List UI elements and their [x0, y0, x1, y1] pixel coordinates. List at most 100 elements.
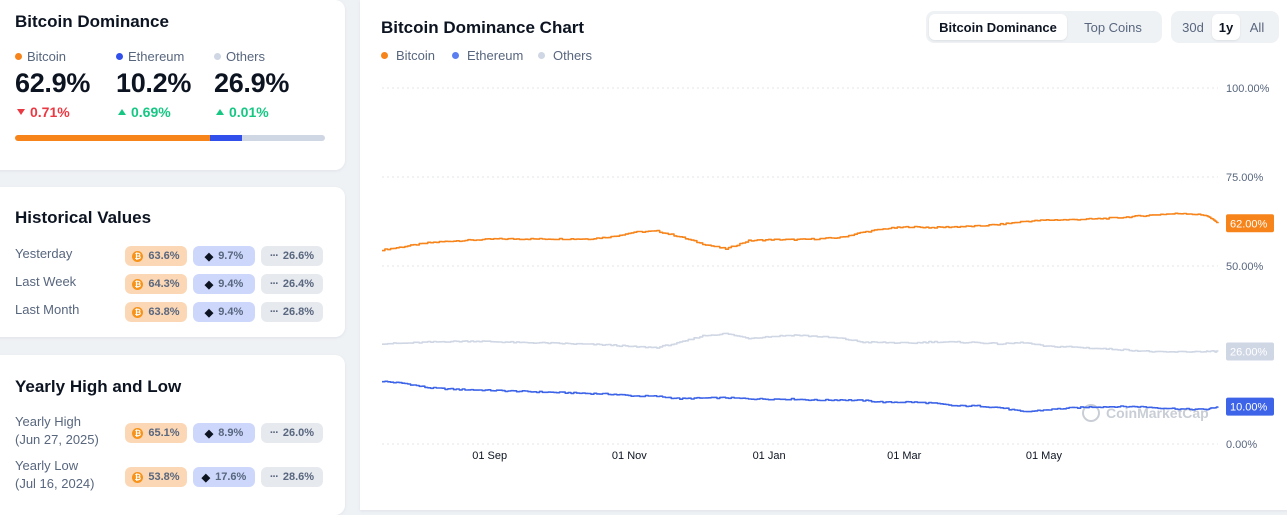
bitcoin-change-value: 0.71% [30, 104, 70, 120]
y-tick-label: 100.00% [1226, 83, 1270, 95]
pill-value: 28.6% [282, 471, 315, 483]
ethereum-share-segment [209, 135, 242, 141]
caret-up-icon [118, 109, 126, 115]
x-tick-label: 01 Nov [612, 450, 647, 462]
chart-legend-others[interactable]: Others [538, 48, 592, 63]
ethereum-dot-icon [452, 52, 459, 59]
ethereum-dot-icon [116, 53, 123, 60]
caret-up-icon [216, 109, 224, 115]
y-tick-label: 75.00% [1226, 172, 1264, 184]
yearly-btc-pill: ₿ 53.8% [125, 467, 187, 487]
tab-bitcoin-dominance[interactable]: Bitcoin Dominance [929, 14, 1067, 40]
ethereum-dominance-value: 10.2% [116, 68, 192, 98]
pill-value: 8.9% [218, 427, 244, 439]
last-value-label: 26.00% [1230, 346, 1268, 358]
series-line-ethereum [382, 380, 1219, 413]
bitcoin-coin-icon: ₿ [132, 278, 144, 290]
last-value-tag-bitcoin [1226, 214, 1274, 233]
legend-ethereum: Ethereum [116, 49, 184, 64]
pill-value: 64.3% [148, 278, 180, 290]
x-tick-label: 01 May [1026, 450, 1063, 462]
historical-others-pill: ··· 26.8% [261, 302, 323, 322]
pill-value: 53.8% [148, 471, 180, 483]
range-all[interactable]: All [1240, 14, 1274, 40]
yearly-title: Yearly High and Low [15, 377, 182, 396]
historical-eth-pill: ◆ 9.4% [193, 274, 255, 294]
more-dots-icon: ··· [269, 427, 279, 439]
x-tick-label: 01 Mar [887, 450, 922, 462]
last-value-label: 10.00% [1230, 402, 1268, 414]
chart-legend-ethereum-label: Ethereum [467, 48, 524, 63]
series-line-bitcoin [382, 212, 1219, 252]
tab-top-coins[interactable]: Top Coins [1067, 14, 1159, 40]
range-1y[interactable]: 1y [1212, 14, 1240, 40]
legend-ethereum-label: Ethereum [128, 49, 185, 64]
legend-others: Others [214, 49, 265, 64]
y-tick-label: 50.00% [1226, 261, 1264, 273]
historical-others-pill: ··· 26.6% [261, 246, 323, 266]
last-value-tag-others [1226, 342, 1274, 361]
dominance-line-chart[interactable]: 100.00% 75.00% 50.00% 0.00% 01 Sep 01 Nov 01 J… [360, 0, 1287, 498]
pill-value: 26.6% [282, 250, 315, 262]
chart-legend-bitcoin[interactable]: Bitcoin [381, 48, 435, 63]
yearly-others-pill: ··· 26.0% [261, 423, 323, 443]
bitcoin-change: 0.71% [17, 104, 70, 120]
more-dots-icon: ··· [269, 306, 279, 318]
others-share-segment [241, 135, 325, 141]
pill-value: 26.4% [282, 278, 315, 290]
more-dots-icon: ··· [269, 471, 279, 483]
historical-eth-pill: ◆ 9.4% [193, 302, 255, 322]
pill-value: 26.8% [282, 306, 315, 318]
series-line-others [382, 332, 1219, 353]
dominance-title: Bitcoin Dominance [15, 12, 169, 31]
ethereum-change-value: 0.69% [131, 104, 171, 120]
chart-legend-ethereum[interactable]: Ethereum [452, 48, 523, 63]
legend-others-label: Others [226, 49, 266, 64]
pill-value: 9.4% [218, 278, 244, 290]
chart-title: Bitcoin Dominance Chart [381, 18, 585, 37]
historical-label-yesterday: Yesterday [15, 246, 73, 261]
pill-value: 63.6% [148, 250, 180, 262]
bitcoin-coin-icon: ₿ [132, 250, 144, 262]
legend-bitcoin-label: Bitcoin [27, 49, 67, 64]
more-dots-icon: ··· [269, 250, 279, 262]
last-value-tag-ethereum [1226, 397, 1274, 416]
ethereum-diamond-icon: ◆ [204, 278, 214, 291]
yearly-btc-pill: ₿ 65.1% [125, 423, 187, 443]
coinmarketcap-logo-icon [1082, 404, 1100, 422]
others-change-value: 0.01% [229, 104, 269, 120]
yearly-eth-pill: ◆ 8.9% [193, 423, 255, 443]
y-tick-label: 0.00% [1226, 439, 1257, 451]
chart-legend-bitcoin-label: Bitcoin [396, 48, 436, 63]
yearly-high-text: Yearly High [15, 414, 82, 429]
historical-label-last-month: Last Month [15, 302, 80, 317]
x-tick-label: 01 Jan [753, 450, 786, 462]
more-dots-icon: ··· [269, 278, 279, 290]
ethereum-diamond-icon: ◆ [201, 471, 211, 484]
view-toggle: Bitcoin Dominance Top Coins [926, 11, 1162, 43]
others-dot-icon [214, 53, 221, 60]
others-dot-icon [538, 52, 545, 59]
pill-value: 9.7% [218, 250, 244, 262]
yearly-eth-pill: ◆ 17.6% [193, 467, 255, 487]
historical-label-last-week: Last Week [15, 274, 77, 289]
historical-btc-pill: ₿ 63.6% [125, 246, 187, 266]
historical-eth-pill: ◆ 9.7% [193, 246, 255, 266]
dominance-share-bar [15, 135, 325, 141]
yearly-high-low-card: Yearly High and Low Yearly High (Jun 27,… [0, 355, 345, 515]
x-tick-label: 01 Sep [472, 450, 507, 462]
range-30d[interactable]: 30d [1174, 14, 1212, 40]
bitcoin-coin-icon: ₿ [132, 471, 144, 483]
bitcoin-dot-icon [15, 53, 22, 60]
pill-value: 9.4% [218, 306, 244, 318]
bitcoin-coin-icon: ₿ [132, 306, 144, 318]
pill-value: 26.0% [282, 427, 315, 439]
ethereum-change: 0.69% [118, 104, 171, 120]
yearly-others-pill: ··· 28.6% [261, 467, 323, 487]
historical-btc-pill: ₿ 63.8% [125, 302, 187, 322]
pill-value: 63.8% [148, 306, 180, 318]
historical-values-card: Historical Values Yesterday ₿ 63.6% ◆ 9.7%… [0, 187, 345, 337]
yearly-low-date: (Jul 16, 2024) [15, 476, 95, 491]
bitcoin-share-segment [15, 135, 210, 141]
bitcoin-dot-icon [381, 52, 388, 59]
